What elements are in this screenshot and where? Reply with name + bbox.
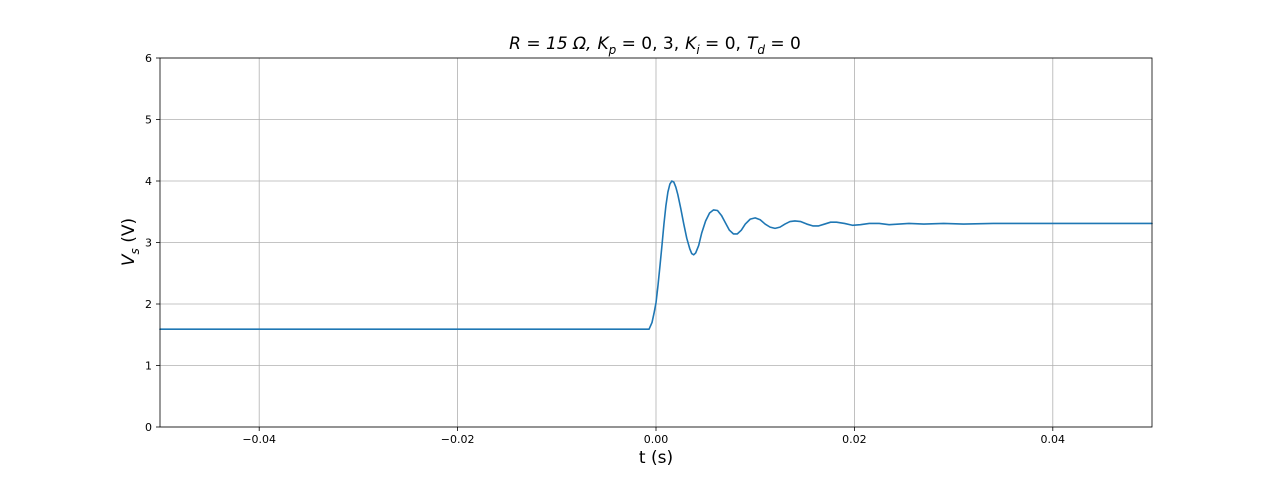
- y-tick-label: 3: [145, 237, 152, 250]
- x-tick-label: −0.02: [441, 433, 475, 446]
- ticks: [156, 57, 1054, 431]
- series-layer: [159, 180, 1153, 331]
- y-tick-label: 6: [145, 52, 152, 65]
- y-tick-label: 4: [145, 175, 152, 188]
- x-tick-label: 0.04: [1041, 433, 1066, 446]
- y-tick-label: 2: [145, 298, 152, 311]
- y-axis-title: Vs (V): [119, 218, 142, 266]
- x-axis-title: t (s): [639, 448, 673, 468]
- chart-title: R = 15 Ω, Kp = 0, 3, Ki = 0, Td = 0: [509, 34, 801, 57]
- y-tick-label: 5: [145, 114, 152, 127]
- y-tick-label: 1: [145, 360, 152, 373]
- y-tick-label: 0: [145, 421, 152, 434]
- x-tick-label: −0.04: [242, 433, 276, 446]
- series-line: [159, 180, 1153, 331]
- tick-labels: −0.04 −0.02 0.00 0.02 0.04 0 1 2 3 4 5 6: [145, 52, 1065, 446]
- x-tick-label: 0.00: [644, 433, 669, 446]
- plot-frame: [159, 57, 1153, 428]
- x-tick-label: 0.02: [842, 433, 867, 446]
- grid: [160, 57, 1152, 428]
